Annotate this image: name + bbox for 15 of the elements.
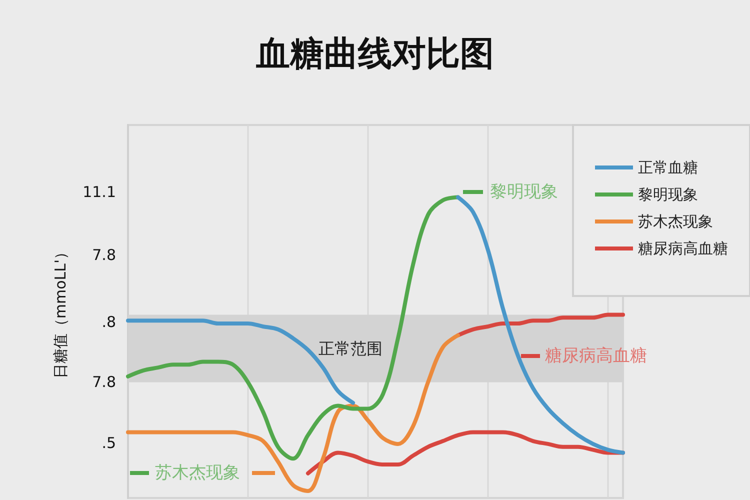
legend-label: 正常血糖 [638, 158, 698, 176]
annotation: 黎明现象 [490, 182, 558, 202]
annotation: 苏木杰现象 [155, 463, 240, 483]
legend-label: 黎明现象 [638, 186, 698, 204]
annotation: 糖尿病高血糖 [545, 346, 647, 366]
band-label: 正常范围 [318, 339, 382, 358]
y-axis-title: 日糖值（mmoLL'） [52, 244, 70, 379]
legend-label: 苏木杰现象 [638, 212, 713, 230]
text: 7.8 [92, 246, 116, 264]
text: 11.1 [82, 183, 116, 201]
legend-label: 糖尿病高血糖 [638, 240, 728, 258]
text: 7.8 [92, 373, 116, 391]
chart-title: 血糖曲线对比图 [255, 34, 494, 74]
text: .5 [102, 434, 116, 452]
text: .8 [102, 313, 116, 331]
